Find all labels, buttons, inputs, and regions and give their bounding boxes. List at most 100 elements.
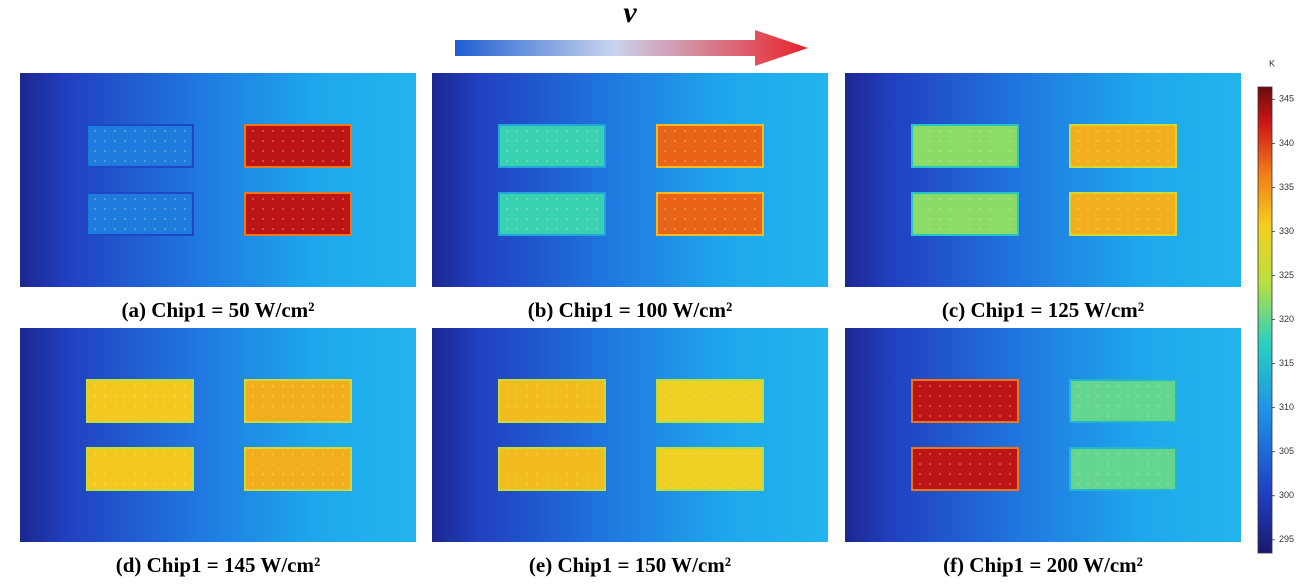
probe-dot [322,395,324,397]
probe-dot [1127,208,1129,210]
probe-dot [684,218,686,220]
probe-dot [999,385,1001,387]
probe-dot [919,160,921,162]
probe-dot [744,483,746,485]
probe-dot [576,208,578,210]
probe-dot [664,208,666,210]
probe-dot [114,463,116,465]
probe-dot [1147,198,1149,200]
probe-dot [332,463,334,465]
probe-dot [566,228,568,230]
probe-dot [262,160,264,162]
probe-dot [272,473,274,475]
probe-dot [1167,160,1169,162]
probe-dot [979,198,981,200]
probe-dot [1009,160,1011,162]
probe-dot [724,463,726,465]
probe-dot [506,473,508,475]
probe-dot [546,140,548,142]
probe-dot [164,453,166,455]
probe-dot [332,130,334,132]
chip [244,379,352,423]
probe-dot [714,463,716,465]
probe-dot [694,150,696,152]
probe-dot [104,385,106,387]
probe-dot [536,198,538,200]
probe-dot [302,395,304,397]
probe-dot [184,130,186,132]
probe-dot [332,218,334,220]
probe-dot [754,395,756,397]
probe-dot [322,405,324,407]
probe-dot [1097,483,1099,485]
probe-dot [694,208,696,210]
probe-dot [174,130,176,132]
probe-dot [596,150,598,152]
probe-dot [674,405,676,407]
probe-dot [1097,385,1099,387]
probe-dot [282,405,284,407]
probe-dot [94,160,96,162]
probe-dot [576,140,578,142]
probe-dot [262,453,264,455]
probe-dot [1107,130,1109,132]
probe-dot [566,160,568,162]
chip [656,447,764,491]
probe-dot [516,130,518,132]
probe-dot [124,228,126,230]
probe-dot [1117,395,1119,397]
probe-dot [1097,473,1099,475]
probe-dot [694,453,696,455]
probe-dot [144,405,146,407]
probe-dot [694,395,696,397]
probe-dot [506,385,508,387]
probe-dot [754,405,756,407]
probe-dot [1087,473,1089,475]
probe-dot [674,483,676,485]
probe-dot [174,395,176,397]
probe-dot [744,463,746,465]
probe-dot [1137,150,1139,152]
chip [911,447,1019,491]
probe-dot [322,473,324,475]
probe-dot [302,208,304,210]
probe-dot [1127,405,1129,407]
probe-dot [1009,130,1011,132]
probe-dot [939,208,941,210]
probe-dot [332,198,334,200]
chip [498,379,606,423]
probe-dot [919,198,921,200]
probe-dot [704,405,706,407]
probe-dot [1137,385,1139,387]
probe-dot [684,208,686,210]
probe-dot [979,385,981,387]
probe-dot [342,140,344,142]
probe-dot [714,483,716,485]
probe-dot [684,140,686,142]
probe-dot [724,208,726,210]
probe-dot [929,208,931,210]
probe-dot [919,395,921,397]
probe-dot [272,463,274,465]
probe-dot [919,405,921,407]
probe-dot [184,483,186,485]
probe-dot [684,463,686,465]
probe-dot [1127,130,1129,132]
probe-dot [134,473,136,475]
probe-dot [929,473,931,475]
velocity-label: v [623,0,637,29]
probe-dot [734,130,736,132]
probe-dot [1107,453,1109,455]
probe-dot [292,415,294,417]
chip [498,447,606,491]
probe-dot [184,415,186,417]
probe-dot [989,160,991,162]
probe-dot [556,405,558,407]
probe-dot [516,463,518,465]
probe-dot [704,130,706,132]
probe-dot [134,415,136,417]
probe-dot [526,160,528,162]
probe-dot [124,473,126,475]
probe-dot [1117,160,1119,162]
probe-dot [174,208,176,210]
